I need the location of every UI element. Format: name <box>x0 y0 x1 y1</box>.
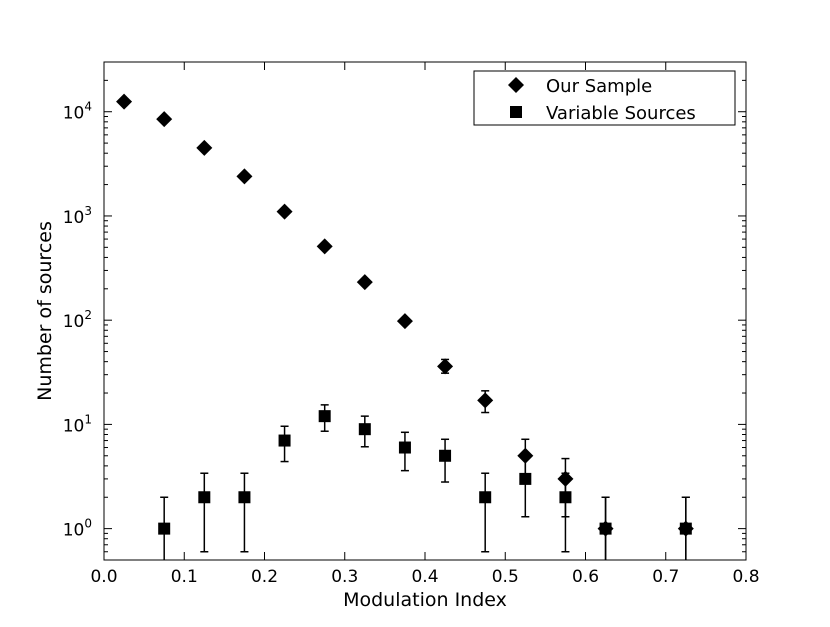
legend-label: Variable Sources <box>546 103 696 124</box>
variable-source-point <box>559 491 572 504</box>
our-sample-point <box>356 274 373 291</box>
variable-source-point <box>158 522 171 535</box>
variable-source-point <box>439 449 452 462</box>
y-tick-label-base: 10 <box>63 208 85 228</box>
plot-frame <box>103 61 747 561</box>
y-tick-label-base: 10 <box>63 416 85 436</box>
y-tick-label-exponent: 1 <box>84 412 92 426</box>
our-sample-point <box>437 358 454 375</box>
x-tick-label: 0.1 <box>171 567 198 587</box>
y-tick-label: 101 <box>63 412 92 436</box>
legend: Our Sample Variable Sources <box>473 70 736 126</box>
legend-marker-square <box>510 106 522 118</box>
y-tick-label-exponent: 4 <box>84 100 92 114</box>
y-axis-label: Number of sources <box>34 221 56 401</box>
variable-source-point <box>679 522 692 535</box>
variable-source-point <box>238 491 251 504</box>
y-tick-label-exponent: 2 <box>84 308 92 322</box>
y-tick-label-exponent: 0 <box>84 517 92 531</box>
variable-source-point <box>398 441 411 454</box>
x-tick-label: 0.6 <box>572 567 599 587</box>
x-axis-label: Modulation Index <box>343 589 507 611</box>
x-tick-label: 0.8 <box>732 567 759 587</box>
x-tick-label: 0.0 <box>90 567 117 587</box>
our-sample-point <box>196 139 213 156</box>
variable-source-point <box>599 522 612 535</box>
our-sample-point <box>477 392 494 409</box>
x-tick-label: 0.5 <box>492 567 519 587</box>
our-sample-point <box>396 313 413 330</box>
our-sample-point <box>116 93 133 110</box>
x-axis: 0.0 0.1 0.2 0.3 0.4 0.5 0.6 0.7 0.8 <box>90 62 760 587</box>
series-diamond <box>116 93 694 560</box>
x-tick-label: 0.3 <box>331 567 358 587</box>
variable-source-point <box>479 491 492 504</box>
our-sample-point <box>236 168 253 185</box>
y-tick-label: 103 <box>63 204 92 228</box>
legend-marker-diamond <box>508 77 524 93</box>
variable-source-point <box>278 434 291 447</box>
y-tick-label-base: 10 <box>63 521 85 541</box>
y-tick-label-exponent: 3 <box>84 204 92 218</box>
variable-source-point <box>358 423 371 436</box>
x-tick-label: 0.4 <box>411 567 438 587</box>
x-tick-label: 0.7 <box>652 567 679 587</box>
variable-source-point <box>198 491 211 504</box>
our-sample-point <box>276 203 293 220</box>
our-sample-point <box>316 238 333 255</box>
y-tick-label-base: 10 <box>63 312 85 332</box>
our-sample-point <box>517 447 534 464</box>
variable-source-point <box>318 410 331 423</box>
y-tick-label: 102 <box>63 308 92 332</box>
y-tick-label-base: 10 <box>63 104 85 124</box>
plot-marks <box>116 93 694 560</box>
variable-source-point <box>519 472 532 485</box>
legend-label: Our Sample <box>546 76 652 97</box>
y-tick-label: 104 <box>63 100 92 124</box>
x-tick-label: 0.2 <box>251 567 278 587</box>
series-square <box>158 404 692 560</box>
our-sample-point <box>156 111 173 128</box>
y-tick-label: 100 <box>63 517 92 541</box>
